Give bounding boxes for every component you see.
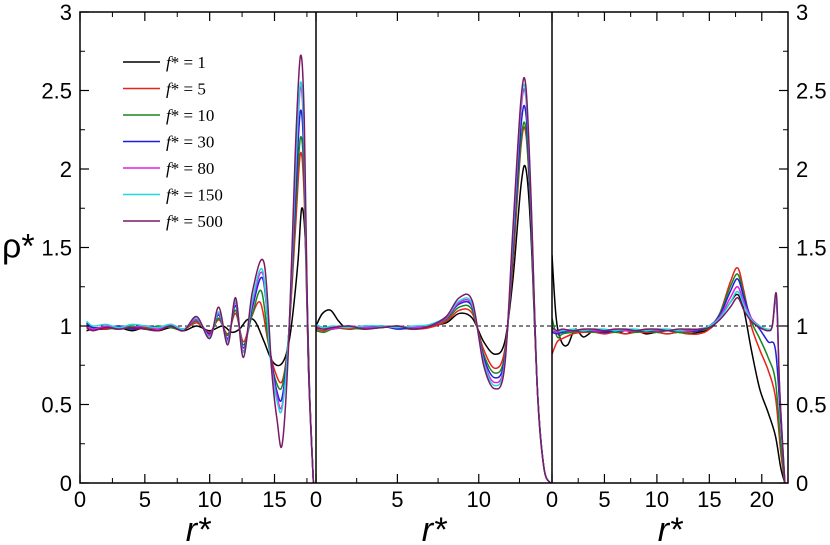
legend-label-value: * = 500: [171, 212, 223, 231]
legend-label-value: * = 10: [171, 106, 215, 125]
y-tick-label-left: 1.5: [41, 236, 72, 261]
legend-label: f* = 150: [166, 186, 223, 205]
y-tick-label-right: 0.5: [796, 393, 827, 418]
panel-3-series-1-line: [552, 255, 786, 483]
legend-label-value: * = 1: [171, 53, 206, 72]
panel-2-series-4-line: [316, 104, 552, 483]
x-axis-title: r*: [422, 511, 448, 545]
y-tick-label-right: 2.5: [796, 79, 827, 104]
y-tick-label-right: 1: [796, 314, 808, 339]
y-tick-label-right: 3: [796, 0, 808, 25]
legend-label-symbol: f: [166, 212, 173, 231]
legend-label-symbol: f: [166, 159, 173, 178]
panel-2-series-5-line: [316, 88, 552, 483]
x-tick-label: 0: [74, 487, 86, 512]
y-tick-label-left: 2: [60, 157, 72, 182]
panel-1-plot-area: [80, 54, 316, 483]
legend-label: f* = 5: [166, 80, 206, 99]
panel-3-series-5-line: [552, 285, 786, 483]
y-tick-label-left: 0.5: [41, 393, 72, 418]
legend-label-symbol: f: [166, 80, 173, 99]
x-axis-title: r*: [658, 511, 684, 545]
x-tick-label: 10: [197, 487, 221, 512]
panel-2-series-3-line: [316, 121, 552, 483]
panel-3-series-2-line: [552, 267, 786, 483]
legend-label-value: * = 30: [171, 133, 215, 152]
y-tick-label-right: 0: [796, 471, 808, 496]
y-tick-label-left: 2.5: [41, 79, 72, 104]
legend-label: f* = 10: [166, 106, 214, 125]
x-tick-label: 10: [645, 487, 669, 512]
legend-label: f* = 30: [166, 133, 214, 152]
y-tick-label-right: 1.5: [796, 236, 827, 261]
legend-label-symbol: f: [166, 186, 173, 205]
legend-label-symbol: f: [166, 133, 173, 152]
y-tick-label-left: 1: [60, 314, 72, 339]
x-tick-label: 5: [598, 487, 610, 512]
panel-2-series-6-line: [316, 83, 552, 483]
legend-label-symbol: f: [166, 106, 173, 125]
legend-label: f* = 80: [166, 159, 214, 178]
legend-label-value: * = 150: [171, 186, 223, 205]
panel-1-series-7-line: [86, 54, 315, 483]
x-tick-label: 20: [750, 487, 774, 512]
x-tick-label: 10: [467, 487, 491, 512]
y-tick-label-right: 2: [796, 157, 808, 182]
legend-label-value: * = 5: [171, 80, 206, 99]
panel-1-series-1-line: [86, 207, 315, 483]
panel-3-series-3-line: [552, 273, 786, 483]
y-axis-title: ρ*: [2, 228, 35, 266]
x-tick-label: 15: [697, 487, 721, 512]
panel-3-series-4-line: [552, 278, 786, 483]
x-axis-title: r*: [186, 511, 212, 545]
x-tick-label: 5: [391, 487, 403, 512]
panel-2-plot-area: [316, 76, 552, 483]
x-tick-label: 0: [546, 487, 558, 512]
panel-3-series-7-line: [552, 291, 786, 483]
y-tick-label-left: 3: [60, 0, 72, 25]
x-tick-label: 0: [310, 487, 322, 512]
panel-3-plot-area: [552, 255, 788, 483]
legend-label: f* = 500: [166, 212, 223, 231]
x-tick-label: 5: [139, 487, 151, 512]
panel-2-series-7-line: [316, 76, 552, 483]
legend-label-symbol: f: [166, 53, 173, 72]
legend-label: f* = 1: [166, 53, 206, 72]
y-tick-label-left: 0: [60, 471, 72, 496]
legend-label-value: * = 80: [171, 159, 215, 178]
x-tick-label: 15: [262, 487, 286, 512]
